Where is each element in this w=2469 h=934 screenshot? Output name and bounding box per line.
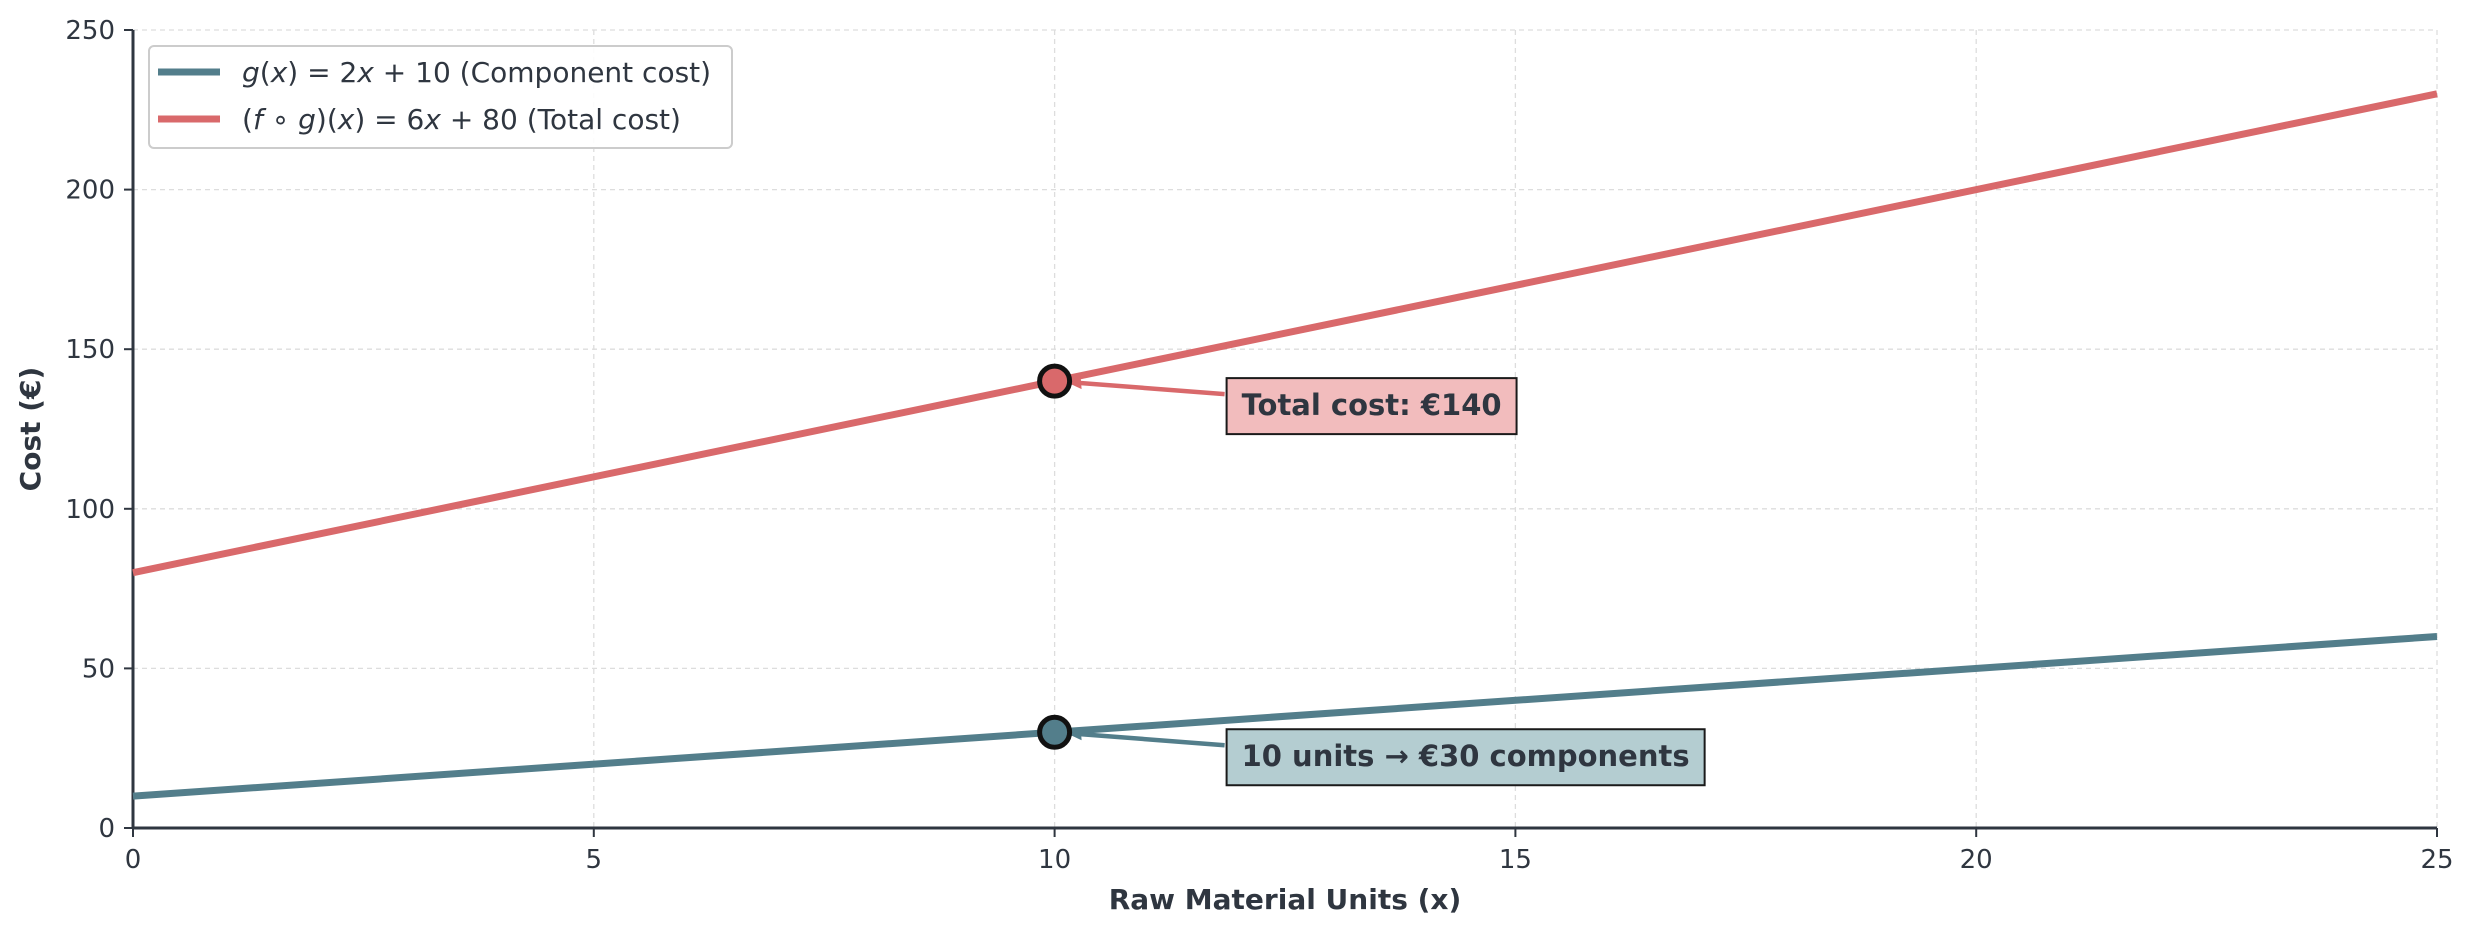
series-line-fog: [132, 90, 2438, 577]
series-line-g: [132, 632, 2438, 800]
y-tick-label: 0: [98, 814, 115, 844]
legend-label-fog: (f ∘ g)(x) = 6x + 80 (Total cost): [242, 103, 681, 136]
y-tick-label: 200: [65, 176, 115, 206]
legend-label-g: g(x) = 2x + 10 (Component cost): [242, 56, 711, 89]
annotation-arrow-fog: [1068, 379, 1225, 397]
annotations: Total cost: €140 10 units → €30 component…: [1037, 363, 1706, 787]
x-tick-label: 10: [1038, 845, 1071, 875]
annotation-arrowhead-fog: [1066, 376, 1082, 390]
annotation-label-g: 10 units → €30 components: [1242, 739, 1690, 773]
x-axis-title: Raw Material Units (x): [1109, 883, 1462, 916]
x-tick-label: 25: [2420, 845, 2453, 875]
annotation-fog: Total cost: €140: [1037, 363, 1518, 436]
legend: g(x) = 2x + 10 (Component cost) (f ∘ g)(x…: [148, 45, 733, 149]
x-tick-label: 15: [1499, 845, 1532, 875]
annotation-arrow-g: [1068, 730, 1225, 748]
x-tick-label: 5: [586, 845, 603, 875]
annotation-g: 10 units → €30 components: [1037, 714, 1706, 787]
annotation-arrowhead-g: [1066, 727, 1082, 741]
series-lines: [132, 90, 2438, 800]
data-point-marker-g: [1037, 714, 1073, 750]
y-axis-title: Cost (€): [14, 367, 47, 492]
y-tick-label: 100: [65, 495, 115, 525]
legend-box: [148, 45, 733, 149]
x-tick-label: 0: [125, 845, 142, 875]
x-tick-label: 20: [1960, 845, 1993, 875]
y-tick-label: 150: [65, 335, 115, 365]
annotation-box-fog: [1225, 377, 1518, 436]
annotation-label-fog: Total cost: €140: [1242, 388, 1502, 422]
data-point-marker-fog: [1037, 363, 1073, 399]
annotation-box-g: [1225, 728, 1706, 787]
y-tick-label: 50: [82, 654, 115, 684]
y-tick-label: 250: [65, 16, 115, 46]
